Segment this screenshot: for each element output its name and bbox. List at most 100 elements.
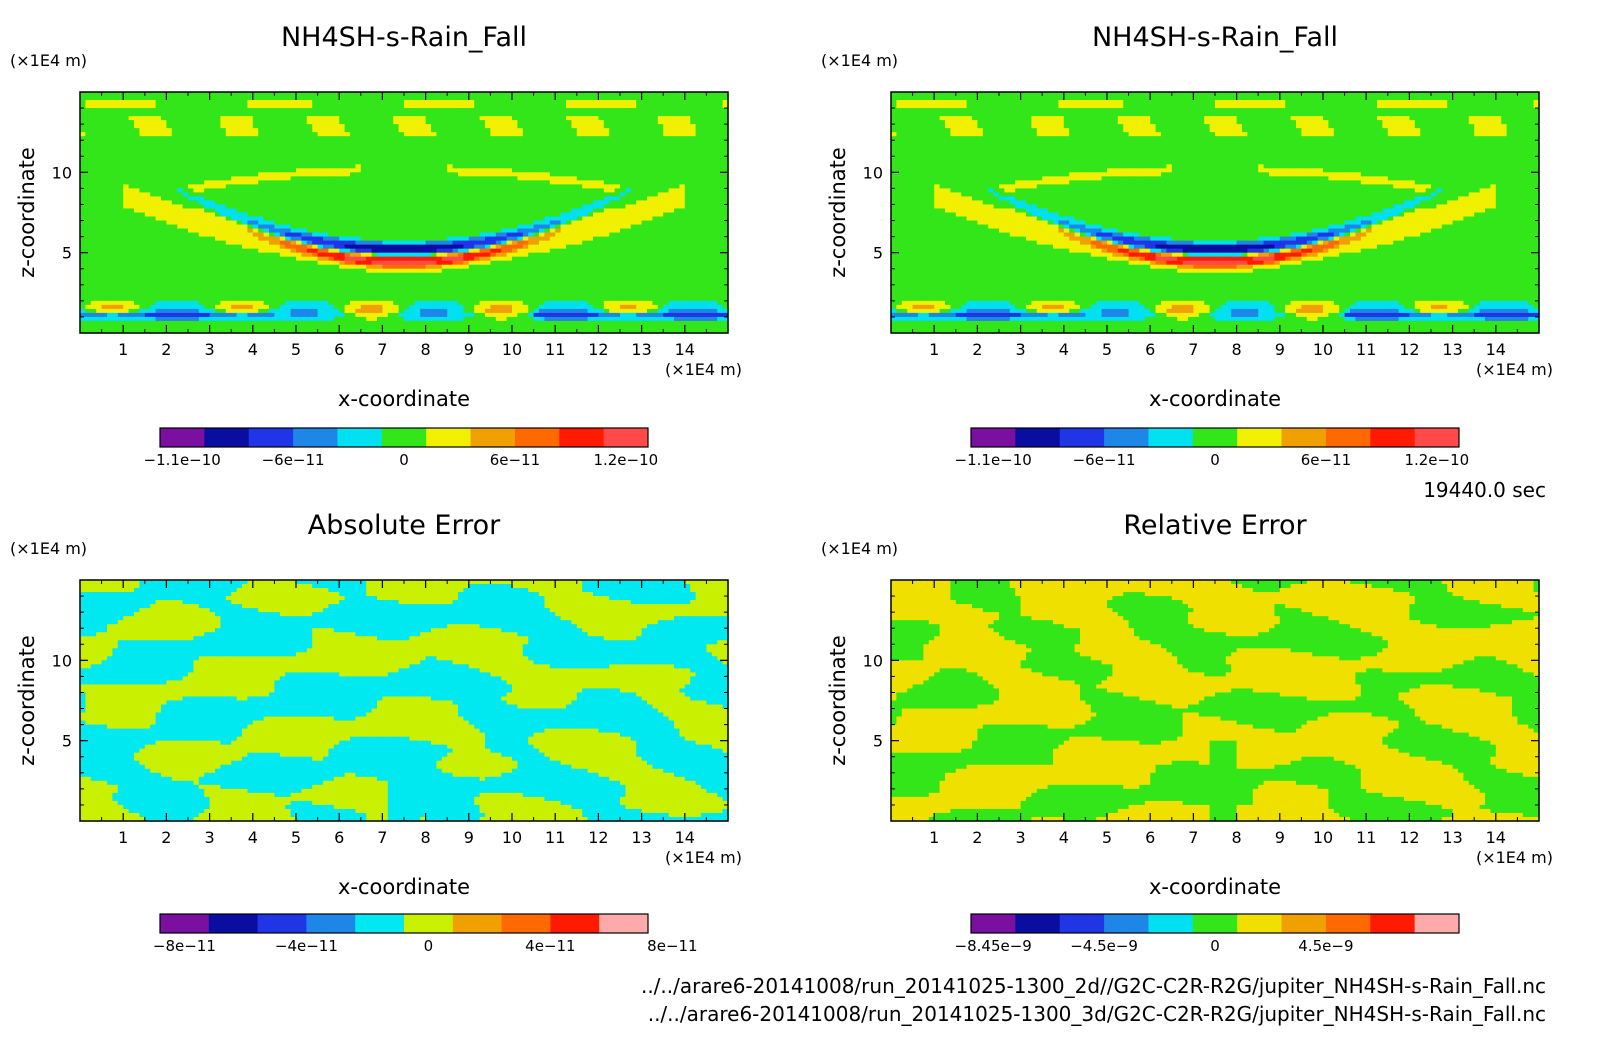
heatmap-cell	[528, 104, 534, 109]
figure-canvas: 19440.0 sec ../../arare6-20141008/run_20…	[0, 0, 1604, 1054]
heatmap-cell	[436, 128, 442, 133]
heatmap-cell	[539, 104, 545, 109]
heatmap-cell	[382, 100, 388, 105]
heatmap-cell	[620, 96, 626, 101]
heatmap-cell	[658, 116, 664, 121]
heatmap-cell	[582, 132, 588, 137]
heatmap-cell	[404, 120, 410, 125]
heatmap-cell	[712, 120, 718, 125]
heatmap-cell	[577, 108, 583, 113]
heatmap-cell	[636, 108, 642, 113]
heatmap-cell	[307, 116, 313, 121]
heatmap-cell	[312, 124, 318, 129]
heatmap-cell	[490, 112, 496, 117]
heatmap-cell	[231, 104, 237, 109]
heatmap-cell	[669, 120, 675, 125]
heatmap-cell	[80, 116, 86, 121]
heatmap-cell	[280, 132, 286, 137]
heatmap-cell	[166, 96, 172, 101]
heatmap-cell	[166, 100, 172, 105]
heatmap-cell	[139, 116, 145, 121]
heatmap-cell	[166, 108, 172, 113]
heatmap-cell	[334, 120, 340, 125]
heatmap-cell	[377, 132, 383, 137]
heatmap-cell	[485, 128, 491, 133]
heatmap-cell	[690, 128, 696, 133]
heatmap-cell	[388, 120, 394, 125]
heatmap-cell	[177, 100, 183, 105]
heatmap-cell	[150, 100, 156, 105]
heatmap-cell	[534, 132, 540, 137]
heatmap-cell	[615, 100, 621, 105]
heatmap-cell	[523, 100, 529, 105]
heatmap-cell	[285, 96, 291, 101]
heatmap-cell	[231, 120, 237, 125]
heatmap-cell	[334, 108, 340, 113]
heatmap-cell	[647, 124, 653, 129]
heatmap-cell	[129, 116, 135, 121]
heatmap-cell	[404, 96, 410, 101]
heatmap-cell	[226, 120, 232, 125]
heatmap-cell	[507, 104, 513, 109]
heatmap-cell	[393, 112, 399, 117]
heatmap-cell	[242, 128, 248, 133]
heatmap-cell	[253, 112, 259, 117]
heatmap-cell	[701, 124, 707, 129]
heatmap-cell	[382, 108, 388, 113]
heatmap-cell	[258, 104, 264, 109]
heatmap-cell	[458, 132, 464, 137]
heatmap-cell	[528, 108, 534, 113]
heatmap-cell	[172, 108, 178, 113]
heatmap-cell	[496, 132, 502, 137]
heatmap-cell	[210, 104, 216, 109]
heatmap-cell	[696, 116, 702, 121]
heatmap-cell	[193, 100, 199, 105]
heatmap-cell	[620, 108, 626, 113]
heatmap-cell	[177, 116, 183, 121]
heatmap-cell	[544, 96, 550, 101]
heatmap-cell	[231, 112, 237, 117]
heatmap-cell	[474, 100, 480, 105]
heatmap-cell	[571, 96, 577, 101]
heatmap-cell	[566, 124, 572, 129]
heatmap-cell	[166, 124, 172, 129]
heatmap-cell	[604, 116, 610, 121]
heatmap-cell	[258, 128, 264, 133]
heatmap-cell	[458, 96, 464, 101]
heatmap-cell	[264, 112, 270, 117]
heatmap-cell	[555, 108, 561, 113]
heatmap-cell	[226, 100, 232, 105]
heatmap-cell	[388, 100, 394, 105]
heatmap-cell	[582, 108, 588, 113]
heatmap-cell	[690, 112, 696, 117]
heatmap-cell	[566, 132, 572, 137]
heatmap-cell	[150, 96, 156, 101]
heatmap-cell	[237, 124, 243, 129]
heatmap-cell	[145, 96, 151, 101]
heatmap-cell	[301, 108, 307, 113]
heatmap-cell	[544, 120, 550, 125]
heatmap-cell	[717, 116, 723, 121]
heatmap-cell	[706, 100, 712, 105]
heatmap-cell	[485, 116, 491, 121]
heatmap-cell	[523, 132, 529, 137]
heatmap-cell	[534, 124, 540, 129]
heatmap-cell	[301, 120, 307, 125]
heatmap-cell	[339, 124, 345, 129]
heatmap-cell	[129, 132, 135, 137]
heatmap-cell	[485, 132, 491, 137]
heatmap-cell	[177, 108, 183, 113]
heatmap-cell	[517, 96, 523, 101]
x-axis-label: x-coordinate	[338, 387, 470, 411]
heatmap-cell	[442, 120, 448, 125]
heatmap-cell	[647, 104, 653, 109]
heatmap-cell	[550, 104, 556, 109]
heatmap-cell	[107, 132, 113, 137]
heatmap-cell	[323, 100, 329, 105]
heatmap-cell	[647, 120, 653, 125]
heatmap-cell	[496, 104, 502, 109]
heatmap-cell	[426, 128, 432, 133]
heatmap-cell	[274, 104, 280, 109]
heatmap-cell	[550, 112, 556, 117]
heatmap-cell	[118, 116, 124, 121]
